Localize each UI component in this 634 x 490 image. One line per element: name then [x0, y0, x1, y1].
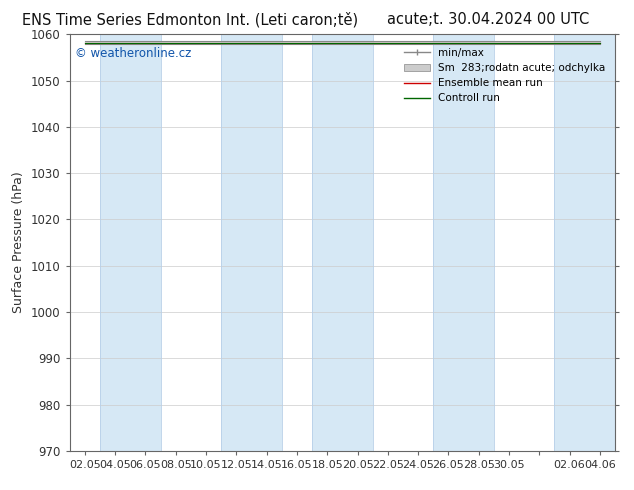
Text: © weatheronline.cz: © weatheronline.cz [75, 47, 191, 60]
Text: ENS Time Series Edmonton Int. (Leti caron;tě): ENS Time Series Edmonton Int. (Leti caro… [22, 12, 358, 28]
Bar [554, 34, 615, 451]
Bar [312, 34, 373, 451]
Legend: min/max, Sm  283;rodatn acute; odchylka, Ensemble mean run, Controll run: min/max, Sm 283;rodatn acute; odchylka, … [400, 44, 610, 108]
Text: acute;t. 30.04.2024 00 UTC: acute;t. 30.04.2024 00 UTC [387, 12, 590, 27]
Y-axis label: Surface Pressure (hPa): Surface Pressure (hPa) [13, 172, 25, 314]
Bar [433, 34, 494, 451]
Bar [100, 34, 160, 451]
Bar [221, 34, 281, 451]
